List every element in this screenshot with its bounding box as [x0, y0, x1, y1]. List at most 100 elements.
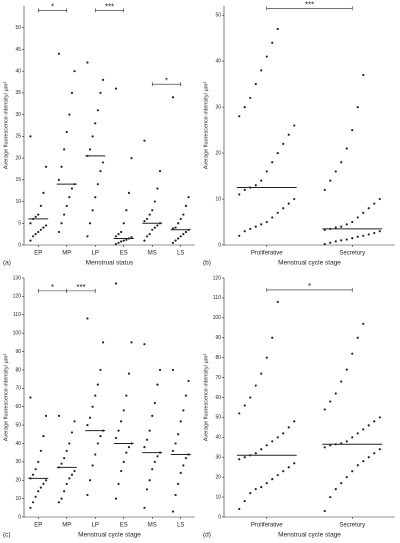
data-point — [70, 473, 74, 476]
data-point — [260, 179, 263, 182]
data-point — [73, 420, 76, 423]
data-point — [293, 420, 296, 423]
data-point — [99, 170, 102, 173]
data-point — [329, 400, 332, 403]
significance-label: * — [51, 2, 54, 11]
data-point — [143, 343, 146, 346]
y-tick-label: 90 — [15, 349, 21, 355]
data-point — [254, 184, 257, 187]
data-point — [34, 233, 37, 236]
data-point — [345, 440, 348, 443]
data-point — [57, 52, 61, 55]
data-point — [238, 193, 241, 196]
data-point — [182, 464, 185, 467]
data-point — [184, 230, 188, 234]
y-tick-label: 120 — [13, 294, 22, 300]
data-point — [114, 235, 118, 238]
data-point — [243, 188, 246, 191]
data-point — [125, 451, 128, 454]
x-tick-label: LS — [177, 251, 184, 257]
data-point — [68, 442, 71, 445]
data-point — [362, 211, 365, 214]
data-point — [86, 61, 89, 64]
data-point — [153, 401, 156, 405]
y-tick-label: 70 — [215, 375, 221, 381]
data-point — [44, 479, 48, 482]
data-point — [29, 506, 32, 509]
data-point — [57, 178, 61, 181]
data-point — [73, 469, 76, 473]
significance-label: * — [165, 76, 168, 85]
data-point — [145, 438, 149, 441]
data-point — [60, 497, 63, 500]
data-point — [276, 27, 279, 31]
data-point — [94, 394, 97, 397]
x-tick-label: MP — [62, 523, 71, 529]
data-point — [171, 241, 175, 244]
data-point — [356, 216, 359, 219]
y-tick-label: 50 — [215, 13, 221, 19]
data-point — [356, 464, 359, 467]
data-point — [373, 420, 376, 423]
data-point — [260, 448, 263, 451]
significance-label: *** — [76, 283, 85, 292]
data-point — [88, 222, 92, 225]
panel-label: (c) — [3, 532, 11, 539]
data-point — [86, 235, 89, 238]
data-point — [271, 41, 274, 44]
data-point — [293, 462, 296, 465]
data-point — [276, 436, 279, 439]
data-point — [276, 151, 279, 155]
data-point — [39, 486, 42, 489]
data-point — [249, 227, 252, 231]
y-tick-label: 40 — [215, 58, 221, 64]
data-point — [177, 433, 180, 436]
data-point — [287, 133, 290, 136]
y-tick-label: 50 — [15, 25, 21, 31]
data-point — [282, 207, 285, 210]
data-point — [86, 493, 89, 497]
data-point — [114, 497, 118, 500]
data-point — [367, 424, 370, 427]
data-point — [276, 300, 279, 303]
data-point — [114, 87, 118, 90]
data-point — [243, 456, 246, 459]
x-tick-label: ES — [120, 251, 128, 257]
data-point — [367, 456, 370, 459]
data-point — [265, 356, 268, 359]
data-point — [265, 220, 268, 224]
significance-label: *** — [105, 2, 114, 11]
x-tick-label: Secretory — [339, 251, 365, 257]
data-point — [151, 414, 154, 417]
significance-label: * — [308, 282, 311, 291]
data-point — [42, 226, 45, 229]
data-point — [68, 477, 71, 480]
y-tick-label: 10 — [15, 199, 21, 205]
data-point — [57, 230, 61, 234]
data-point — [156, 224, 159, 227]
y-axis-label: Average fluorescence intensity/ μm² — [3, 82, 9, 170]
data-point — [151, 209, 154, 212]
data-point — [265, 170, 268, 173]
data-point — [179, 420, 182, 423]
data-point — [31, 235, 35, 238]
data-point — [88, 479, 92, 482]
x-tick-label: LP — [92, 251, 99, 257]
data-point — [184, 204, 188, 207]
data-point — [143, 506, 146, 509]
y-tick-label: 40 — [15, 441, 21, 447]
data-point — [351, 237, 354, 240]
x-axis-label: Menstrual cycle stage — [278, 260, 341, 267]
y-tick-label: 50 — [215, 415, 221, 421]
data-point — [362, 460, 365, 463]
data-point — [88, 148, 92, 151]
data-point — [153, 226, 156, 229]
data-point — [323, 509, 326, 513]
data-point — [29, 222, 32, 225]
y-tick-label: 130 — [13, 275, 22, 281]
y-tick-label: 60 — [15, 404, 21, 410]
x-tick-label: MP — [62, 251, 71, 257]
data-point — [249, 96, 252, 100]
data-point — [31, 473, 35, 476]
